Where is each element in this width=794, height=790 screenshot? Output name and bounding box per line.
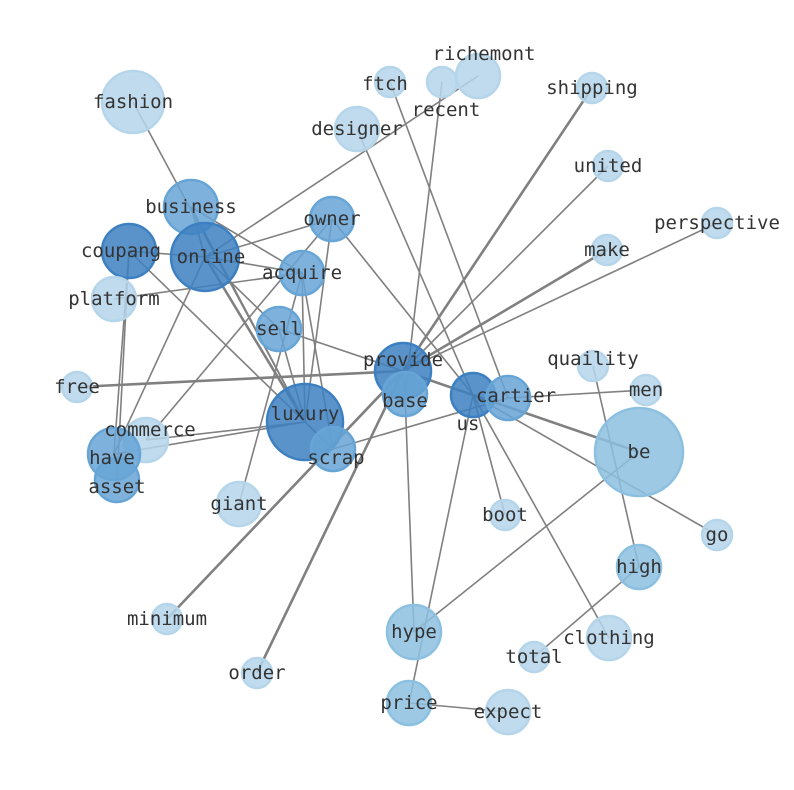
edge-online-have [113, 256, 206, 455]
edge-free-provide [76, 369, 404, 389]
node-label-us: us [457, 413, 480, 435]
edge-shipping-provide [401, 87, 594, 372]
node-giant[interactable] [215, 480, 263, 528]
node-label-scrap: scrap [307, 447, 364, 469]
edge-ftch-cartier [389, 81, 509, 399]
node-label-order: order [228, 662, 285, 684]
node-be[interactable] [593, 406, 685, 498]
node-label-make: make [584, 239, 630, 261]
node-united[interactable] [591, 149, 625, 183]
nodes-layer [60, 52, 734, 736]
node-label-men: men [629, 379, 663, 401]
node-label-hype: hype [391, 621, 437, 643]
edge-designer-us [356, 128, 474, 396]
edge-hype-be [413, 451, 640, 633]
node-platform[interactable] [90, 275, 138, 323]
node-label-free: free [54, 376, 100, 398]
node-label-recent: recent [412, 99, 481, 121]
node-label-business: business [145, 196, 237, 218]
node-label-owner: owner [303, 208, 360, 230]
node-label-be: be [628, 441, 651, 463]
node-label-giant: giant [210, 493, 267, 515]
edge-minimum-provide [166, 370, 404, 620]
edge-us-clothing [472, 394, 610, 639]
node-label-expect: expect [474, 701, 543, 723]
node-base[interactable] [381, 370, 429, 418]
node-label-high: high [616, 556, 662, 578]
node-label-platform: platform [68, 288, 160, 310]
node-acquire[interactable] [278, 249, 326, 297]
node-cartier[interactable] [484, 374, 532, 422]
node-label-online: online [177, 246, 246, 268]
node-label-shipping: shipping [546, 77, 638, 99]
node-sell[interactable] [255, 305, 303, 353]
node-recent[interactable] [425, 65, 459, 99]
node-make[interactable] [590, 233, 624, 267]
node-label-go: go [706, 524, 729, 546]
node-hype[interactable] [385, 603, 443, 661]
node-designer[interactable] [333, 105, 381, 153]
node-label-fashion: fashion [93, 91, 173, 113]
node-owner[interactable] [308, 195, 356, 243]
node-label-asset: asset [88, 476, 145, 498]
edge-hype-base [404, 393, 415, 633]
node-label-commerce: commerce [104, 419, 196, 441]
node-label-price: price [380, 692, 437, 714]
node-label-perspective: perspective [654, 212, 780, 234]
edge-richemont-online [204, 75, 479, 258]
node-free[interactable] [60, 370, 94, 404]
node-label-richemont: richemont [433, 43, 536, 65]
node-clothing[interactable] [585, 614, 633, 662]
node-ftch[interactable] [373, 65, 407, 99]
edge-recent-base [404, 81, 443, 395]
node-label-cartier: cartier [476, 385, 556, 407]
node-label-sell: sell [256, 318, 302, 340]
node-minimum[interactable] [150, 602, 184, 636]
node-men[interactable] [629, 373, 663, 407]
node-label-luxury: luxury [271, 403, 340, 425]
edge-order-provide [255, 370, 405, 674]
node-label-designer: designer [311, 118, 403, 140]
node-perspective[interactable] [700, 206, 734, 240]
node-expect[interactable] [484, 688, 532, 736]
node-price[interactable] [385, 679, 433, 727]
node-fashion[interactable] [100, 69, 166, 135]
node-label-acquire: acquire [262, 262, 342, 284]
node-label-total: total [505, 646, 562, 668]
edge-perspective-provide [402, 222, 718, 372]
edge-owner-us [331, 218, 474, 396]
node-coupang[interactable] [100, 222, 158, 280]
node-shipping[interactable] [575, 71, 609, 105]
node-label-coupang: coupang [81, 240, 161, 262]
node-label-minimum: minimum [127, 608, 207, 630]
node-online[interactable] [169, 221, 241, 293]
node-label-united: united [574, 155, 643, 177]
node-label-clothing: clothing [563, 627, 655, 649]
node-label-base: base [382, 390, 428, 412]
node-label-boot: boot [482, 504, 528, 526]
node-go[interactable] [700, 518, 734, 552]
node-boot[interactable] [488, 498, 522, 532]
node-label-quaility: quaility [547, 348, 639, 370]
edge-coupang-luxury [128, 250, 306, 423]
node-total[interactable] [517, 640, 551, 674]
node-richemont[interactable] [454, 52, 502, 100]
node-asset[interactable] [93, 456, 141, 504]
node-label-provide: provide [363, 349, 443, 371]
node-label-ftch: ftch [362, 73, 408, 95]
node-label-have: have [89, 447, 135, 469]
node-quaility[interactable] [576, 349, 610, 383]
node-high[interactable] [615, 543, 663, 591]
edge-united-provide [402, 165, 609, 372]
node-order[interactable] [240, 656, 274, 690]
node-scrap[interactable] [309, 425, 357, 473]
